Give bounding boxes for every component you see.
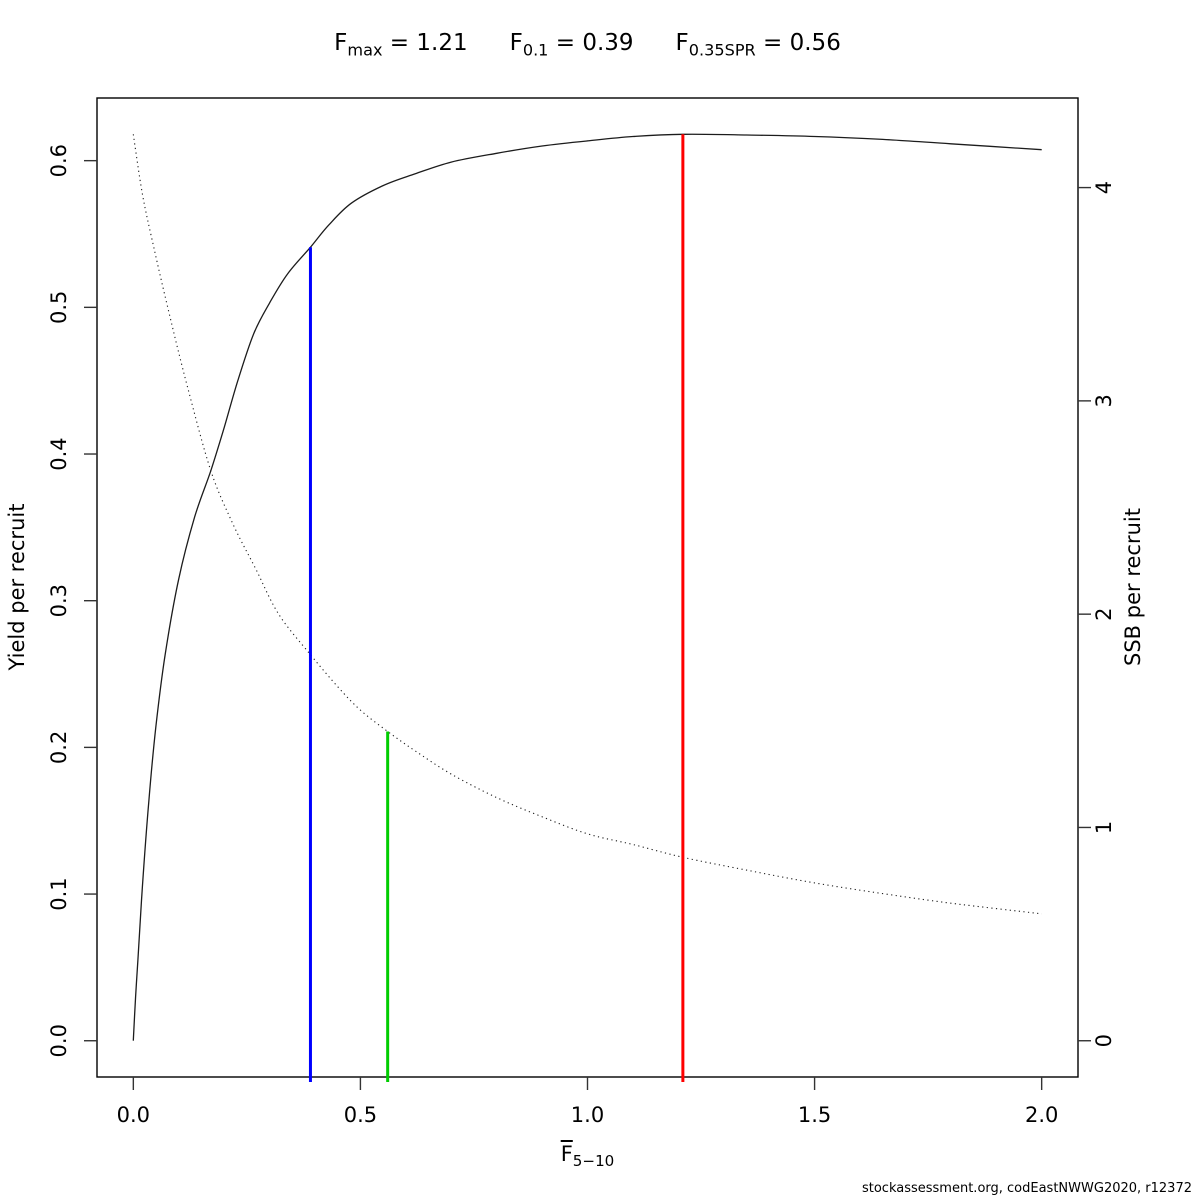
title-equation: F0.35SPR = 0.56 [675,30,841,60]
reference-lines [308,134,685,1082]
y-left-tick-label: 0.2 [47,731,71,764]
y-left-tick-label: 0.5 [47,291,71,324]
y-right-tick-label: 2 [1092,607,1116,620]
axes: 0.0 0.5 1.0 1.5 2.0 0.0 0.1 0.2 0.3 0.4 0.5 0.6 0 1 2 3… [47,144,1116,1127]
y-axis-label-right: SSB per recruit [1121,508,1145,666]
x-tick-label: 1.5 [798,1103,831,1127]
title-equation: Fmax = 1.21 [334,30,468,60]
y-axis-label-left: Yield per recruit [5,504,29,672]
x-tick-label: 1.0 [571,1103,604,1127]
footer-credit: stockassessment.org, codEastNWWG2020, r1… [861,1181,1192,1196]
y-right-tick-label: 1 [1092,821,1116,834]
x-tick-label: 0.0 [117,1103,150,1127]
y-right-tick-label: 3 [1092,394,1116,407]
x-tick-label: 2.0 [1025,1103,1058,1127]
ssb-curve [132,134,1042,915]
y-right-tick-label: 0 [1092,1034,1116,1047]
x-axis-label: F5−10 [560,1142,615,1171]
plot-border [96,97,1079,1078]
yield-curve [132,133,1042,1041]
y-left-tick-label: 0.4 [47,437,71,470]
y-right-tick-label: 4 [1092,181,1116,194]
y-left-tick-label: 0.3 [47,584,71,617]
y-left-tick-label: 0.0 [47,1024,71,1057]
y-left-tick-label: 0.6 [47,144,71,177]
x-tick-label: 0.5 [344,1103,377,1127]
title-equation: F0.1 = 0.39 [509,30,634,60]
plot-title: Fmax = 1.21 F0.1 = 0.39 F0.35SPR = 0.56 [97,30,1078,64]
curves [132,133,1042,1041]
y-left-tick-label: 0.1 [47,877,71,910]
